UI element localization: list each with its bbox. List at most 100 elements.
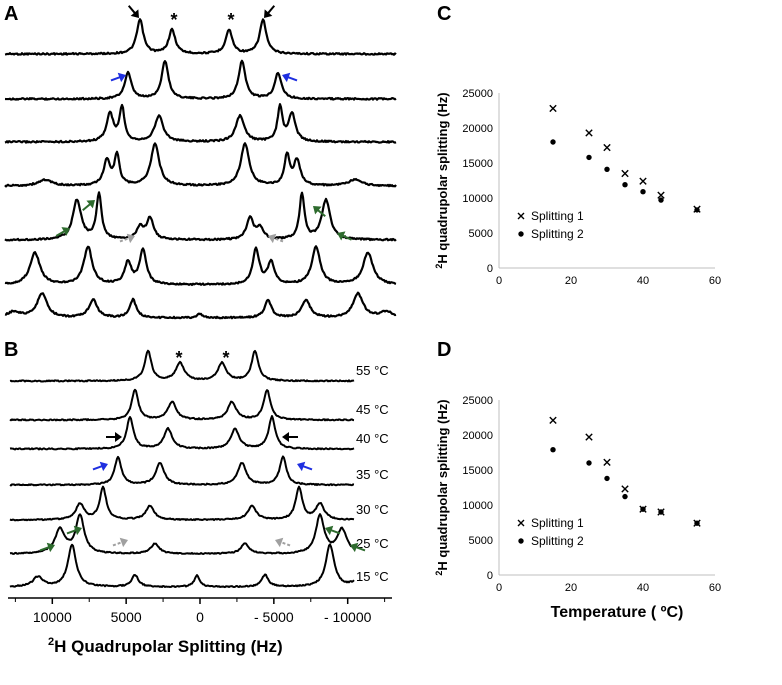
spectrum-trace <box>4 59 397 101</box>
x-tick-label: 10000 <box>33 609 72 625</box>
arrow-blue-left <box>92 461 108 472</box>
y-axis-title-superscript: 2 <box>434 571 444 576</box>
spectrum-trace <box>9 349 355 383</box>
data-point-splitting-2 <box>604 475 610 482</box>
data-point-splitting-2 <box>550 139 556 145</box>
y-tick-label: 20000 <box>462 430 493 442</box>
arrow-gray-left <box>112 537 128 548</box>
y-tick-label: 5000 <box>469 228 493 240</box>
data-point-splitting-1 <box>549 416 557 424</box>
spectrum-trace <box>4 103 397 144</box>
arrow-green-3 <box>313 206 326 218</box>
data-point-splitting-1 <box>657 191 665 199</box>
x-axis-title: 2H Quadrupolar Splitting (Hz) <box>48 636 283 656</box>
data-point-splitting-1 <box>639 177 647 185</box>
data-point-splitting-1 <box>549 104 557 113</box>
data-point-splitting-2 <box>640 189 646 195</box>
data-point-splitting-2 <box>586 154 592 161</box>
panel-label-c: C <box>437 3 451 25</box>
legend-marker-cross <box>517 212 525 220</box>
arrow-green-1 <box>39 542 55 553</box>
chart-c: 0 20 40 60 0 5000 10000 15000 20000 25000 2H quadr… <box>434 88 721 287</box>
asterisk-left: * <box>170 10 177 30</box>
legend: Splitting 1 Splitting 2 <box>517 516 584 548</box>
temperature-label: 25 °C <box>356 536 389 551</box>
panel-label-d: D <box>437 339 451 361</box>
data-point-splitting-1 <box>621 169 629 178</box>
arrow-blue-left <box>110 72 126 83</box>
y-tick-label: 5000 <box>469 535 493 547</box>
data-point-splitting-1 <box>603 143 611 152</box>
data-point-splitting-2 <box>658 509 664 515</box>
arrow-black-right <box>282 432 298 442</box>
y-tick-label: 25000 <box>462 88 493 100</box>
arrow-gray-left <box>119 233 135 244</box>
spectrum-trace <box>4 245 397 287</box>
x-tick-label: 0 <box>496 582 502 594</box>
asterisk-right: * <box>222 348 229 368</box>
y-axis-title: 2H quadrupolar splitting (Hz) <box>434 399 450 575</box>
data-point-splitting-1 <box>603 458 611 466</box>
y-tick-label: 10000 <box>462 193 493 205</box>
panel-b-spectra: 55 °C 45 °C 40 °C 35 °C 30 °C 25 °C 15 °C * * <box>9 348 389 589</box>
x-tick-label: 40 <box>637 582 649 594</box>
x-tick-label: 5000 <box>111 609 142 625</box>
panel-a-spectra: * * <box>4 5 397 320</box>
x-axis-title-superscript: 2 <box>48 636 54 648</box>
arrow-black-left <box>106 432 122 442</box>
data-point-splitting-2 <box>586 460 592 466</box>
temperature-label: 55 °C <box>356 363 389 378</box>
y-tick-label: 0 <box>487 570 493 582</box>
data-point-splitting-1 <box>585 129 593 137</box>
asterisk-right: * <box>227 10 234 30</box>
x-tick-label: 40 <box>637 275 649 287</box>
y-tick-label: 25000 <box>462 395 493 407</box>
spectrum-trace <box>9 388 355 422</box>
spectrum-trace <box>4 191 397 242</box>
asterisk-left: * <box>175 348 182 368</box>
arrow-black-left <box>127 5 139 18</box>
arrow-green-1 <box>55 227 70 237</box>
y-axis-title-text: H quadrupolar splitting (Hz) <box>435 399 450 570</box>
arrow-green-4 <box>350 542 366 553</box>
arrow-green-2 <box>66 525 82 536</box>
arrow-blue-right <box>282 72 298 83</box>
legend-marker-cross <box>517 519 525 527</box>
legend-label: Splitting 1 <box>531 516 584 530</box>
legend-label: Splitting 2 <box>531 227 584 241</box>
y-tick-label: 20000 <box>462 123 493 135</box>
spectrum-trace <box>4 142 397 188</box>
temperature-label: 30 °C <box>356 502 389 517</box>
arrow-green-2 <box>82 200 95 212</box>
legend-label: Splitting 1 <box>531 209 584 223</box>
x-tick-label: - 5000 <box>254 609 294 625</box>
x-tick-label: 0 <box>496 275 502 287</box>
chart-d: 0 20 40 60 0 5000 10000 15000 20000 25000 2H quadr… <box>434 395 721 621</box>
legend-marker-dot <box>518 231 524 237</box>
spectrum-trace <box>9 455 355 487</box>
spectrum-trace <box>9 543 355 589</box>
temperature-label: 35 °C <box>356 467 389 482</box>
spectrum-trace <box>9 415 355 451</box>
data-point-splitting-2 <box>694 520 700 526</box>
legend-label: Splitting 2 <box>531 534 584 548</box>
x-axis-title: Temperature ( ºC) <box>551 604 684 621</box>
y-tick-label: 10000 <box>462 500 493 512</box>
y-axis-title-text: H quadrupolar splitting (Hz) <box>435 92 450 263</box>
x-axis-title-text: H Quadrupolar Splitting (Hz) <box>54 637 283 656</box>
panel-label-b: B <box>4 339 18 361</box>
y-tick-label: 15000 <box>462 465 493 477</box>
x-tick-label: 20 <box>565 582 577 594</box>
temperature-label: 45 °C <box>356 402 389 417</box>
arrow-blue-right <box>297 461 313 472</box>
data-point-splitting-2 <box>622 493 628 500</box>
data-point-splitting-1 <box>585 433 593 441</box>
legend: Splitting 1 Splitting 2 <box>517 209 584 241</box>
x-tick-label: 60 <box>709 275 721 287</box>
spectrum-trace <box>9 485 355 522</box>
arrow-gray-right <box>268 233 284 244</box>
x-tick-label: - 10000 <box>324 609 372 625</box>
data-point-splitting-2 <box>550 447 556 453</box>
x-tick-label: 60 <box>709 582 721 594</box>
